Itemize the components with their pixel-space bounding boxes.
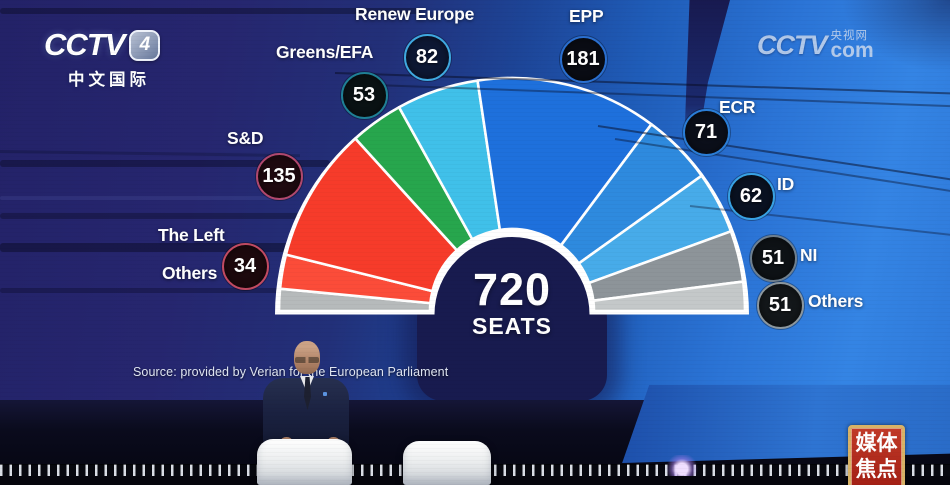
cctv4-logo-text: CCTV	[44, 27, 125, 62]
media-focus-line1: 媒体	[855, 432, 898, 455]
media-focus-badge: 媒体 焦点	[848, 425, 905, 485]
seat-badge-ecr: 71	[682, 108, 730, 156]
party-label-others: Others	[808, 291, 864, 311]
total-seats-block: 720 SEATS	[412, 267, 612, 340]
source-credit: Source: provided by Verian for the Europ…	[133, 365, 449, 379]
cctv-com-watermark: CCTV 央视网 com	[757, 30, 874, 61]
seat-badge-greens: 53	[340, 71, 388, 119]
total-seats-unit: SEATS	[472, 313, 552, 339]
seat-badge-sd: 135	[255, 152, 303, 200]
seat-badge-renew: 82	[403, 33, 451, 81]
seat-badge-others: 51	[756, 281, 804, 329]
party-label-greens: Greens/EFA	[276, 42, 374, 62]
cctv4-channel-number: 4	[129, 29, 161, 61]
party-label-ni: NI	[800, 245, 818, 265]
party-label-others_left: Others	[162, 263, 218, 283]
party-label-theleft: The Left	[158, 225, 225, 245]
party-label-ecr: ECR	[719, 97, 756, 117]
cctv4-logo: CCTV 4 中文国际	[44, 27, 161, 90]
party-label-sd: S&D	[227, 128, 264, 148]
watermark-cctv-text: CCTV	[757, 30, 827, 60]
party-label-epp: EPP	[569, 6, 604, 26]
presenter-glasses	[295, 357, 319, 363]
seat-badge-id: 62	[727, 172, 775, 220]
party-label-id: ID	[777, 174, 795, 194]
cctv4-subtitle: 中文国际	[68, 71, 150, 89]
watermark-domain: com	[830, 39, 874, 63]
party-label-renew: Renew Europe	[355, 4, 475, 24]
media-focus-line2: 焦点	[855, 458, 898, 482]
seat-badge-ni: 51	[749, 234, 797, 282]
podium-right	[403, 441, 491, 485]
seat-badge-epp: 181	[559, 35, 607, 83]
presenter-lapel-pin	[323, 392, 327, 396]
podium-left	[257, 439, 352, 485]
total-seats-value: 720	[472, 264, 552, 315]
seat-badge-theleft: 34	[221, 242, 269, 290]
